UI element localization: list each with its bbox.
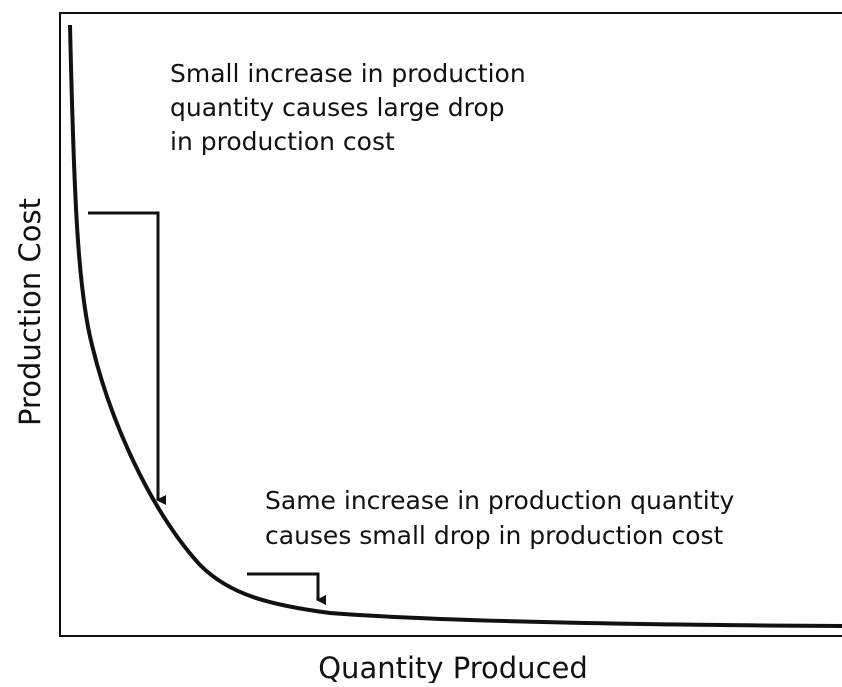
small-drop-arrow xyxy=(247,572,326,605)
annotation-line: causes small drop in production cost xyxy=(265,521,724,550)
annotation-line: in production cost xyxy=(170,127,395,156)
annotation-line: quantity causes large drop xyxy=(170,93,505,122)
annotation-line: Small increase in production xyxy=(170,59,526,88)
cost-curve xyxy=(68,24,842,628)
plot-frame xyxy=(59,12,842,637)
y-axis-label: Production Cost xyxy=(13,198,47,426)
x-axis-label: Quantity Produced xyxy=(318,651,588,683)
large-drop-arrow xyxy=(88,211,166,505)
annotation-line: Same increase in production quantity xyxy=(265,486,735,515)
